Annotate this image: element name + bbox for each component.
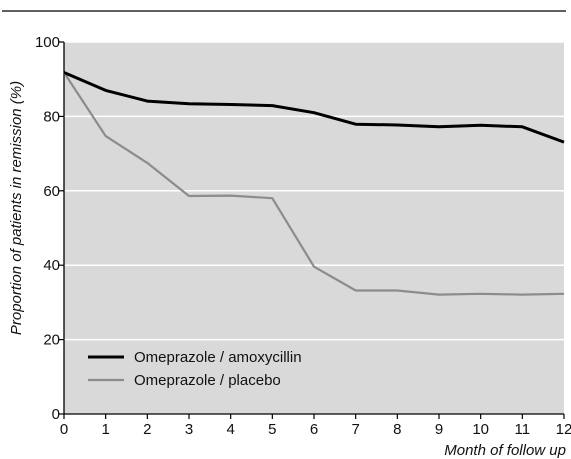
legend-label-placebo: Omeprazole / placebo — [134, 372, 281, 389]
x-tick-label-5: 5 — [268, 421, 276, 438]
y-tick-label-100: 100 — [35, 34, 60, 51]
series-line-placebo — [63, 71, 565, 296]
x-tick-label-0: 0 — [60, 421, 68, 438]
y-axis-title: Proportion of patients in remission (%) — [8, 81, 25, 335]
x-axis-title: Month of follow up — [444, 442, 566, 459]
y-tick-label-80: 80 — [43, 108, 60, 125]
plot-background — [64, 42, 564, 414]
x-tick-label-12: 12 — [556, 421, 571, 438]
axes — [59, 41, 565, 419]
x-tick-label-2: 2 — [143, 421, 151, 438]
x-tick-label-6: 6 — [310, 421, 318, 438]
y-tick-label-60: 60 — [43, 183, 60, 200]
y-tick-label-40: 40 — [43, 257, 60, 274]
x-tick-label-8: 8 — [393, 421, 401, 438]
x-tick-label-10: 10 — [472, 421, 489, 438]
y-tick-label-20: 20 — [43, 332, 60, 349]
y-tick-label-0: 0 — [52, 406, 60, 423]
x-tick-label-9: 9 — [435, 421, 443, 438]
series-line-amoxycillin — [63, 71, 565, 144]
x-tick-label-11: 11 — [515, 421, 531, 438]
series-lines — [63, 71, 565, 296]
x-tick-label-7: 7 — [351, 421, 359, 438]
x-tick-label-4: 4 — [226, 421, 234, 438]
x-tick-label-3: 3 — [185, 421, 193, 438]
legend: Omeprazole / amoxycillin Omeprazole / pl… — [88, 349, 302, 389]
legend-label-amoxycillin: Omeprazole / amoxycillin — [134, 349, 302, 366]
x-tick-label-1: 1 — [101, 421, 109, 438]
